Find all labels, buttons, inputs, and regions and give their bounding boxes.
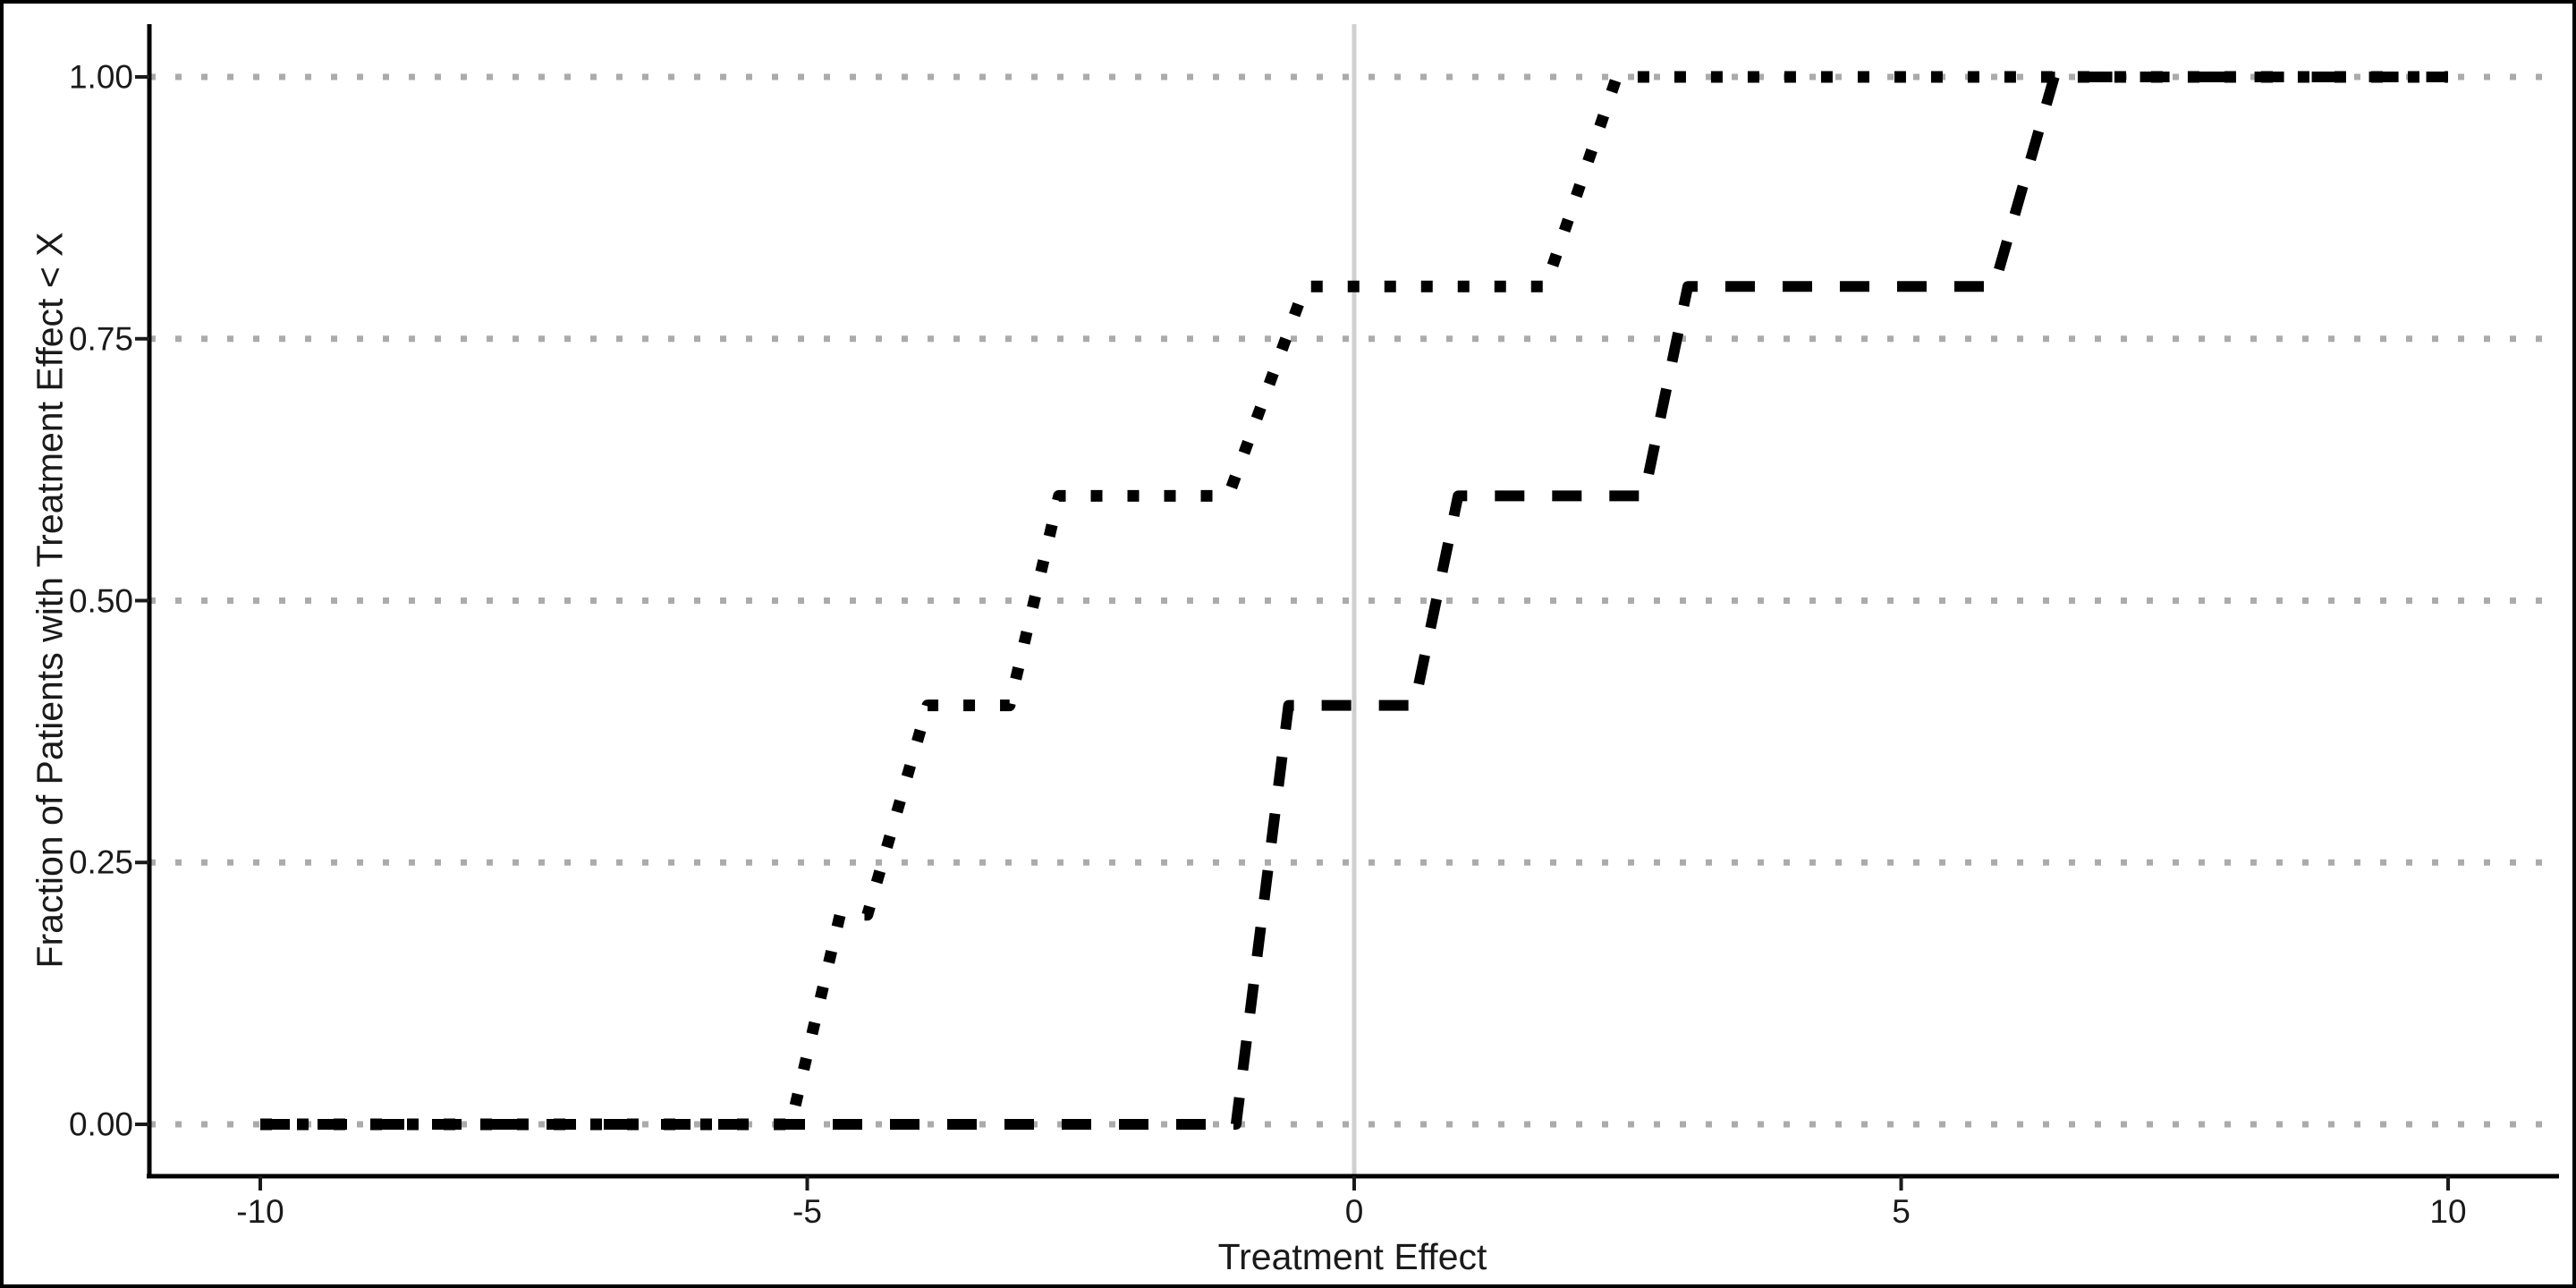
y-tick-label: 1.00	[68, 58, 133, 96]
y-tick-label: 0.00	[68, 1106, 133, 1143]
y-tick-label: 0.50	[68, 582, 133, 619]
x-axis-title: Treatment Effect	[1217, 1236, 1487, 1277]
tick-marks	[135, 75, 2450, 1191]
y-axis-title: Fraction of Patients with Treatment Effe…	[29, 232, 71, 969]
series-dotted-curve	[260, 71, 2448, 1131]
x-tick-label: -10	[236, 1193, 284, 1230]
y-tick-label: 0.25	[68, 843, 133, 881]
x-tick-label: -5	[792, 1193, 822, 1230]
plot-area	[135, 24, 2559, 1191]
x-tick-label: 10	[2429, 1193, 2467, 1230]
x-tick-label: 5	[1892, 1193, 1911, 1230]
x-tick-label: 0	[1344, 1193, 1364, 1230]
data-series	[260, 71, 2448, 1131]
y-tick-label: 0.75	[68, 320, 133, 358]
